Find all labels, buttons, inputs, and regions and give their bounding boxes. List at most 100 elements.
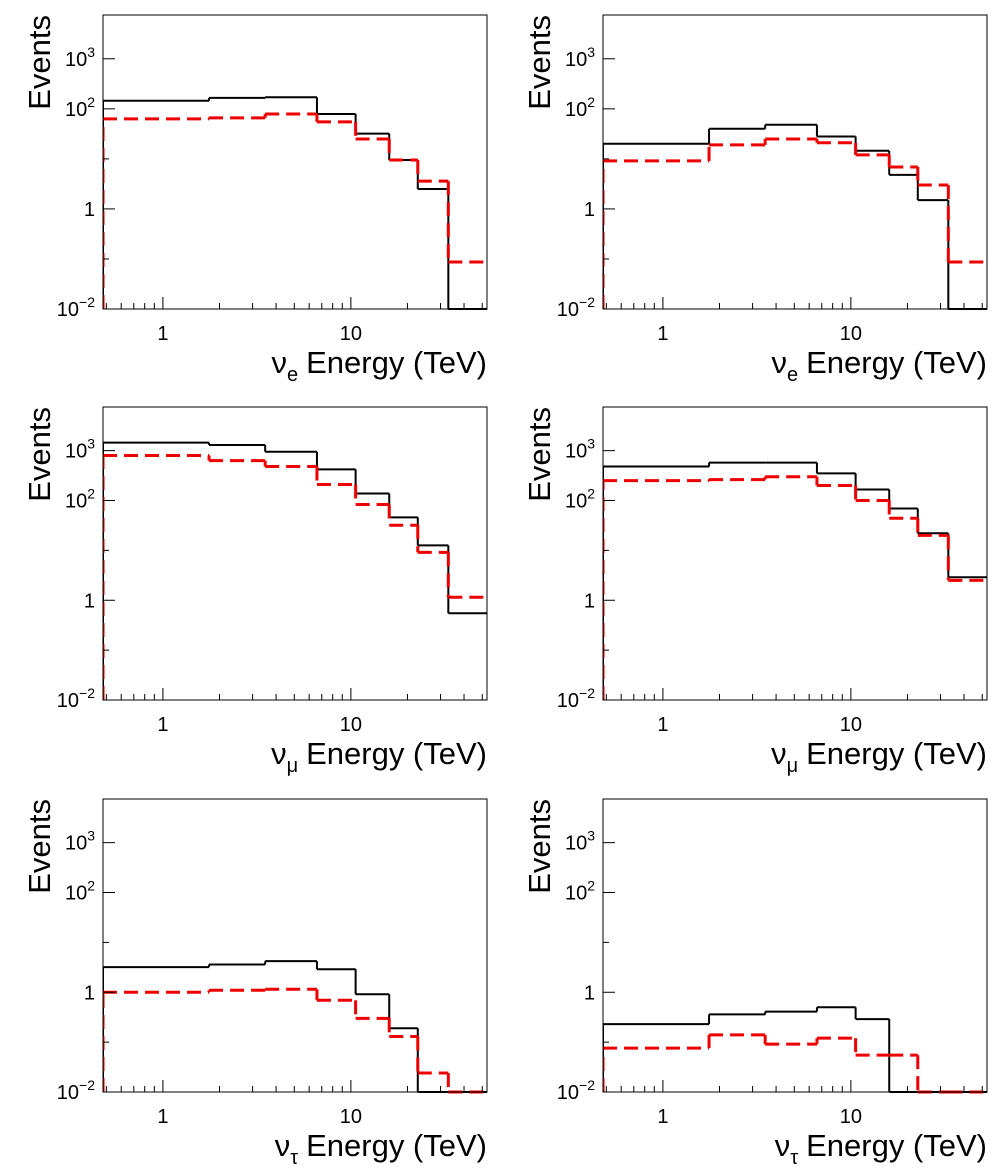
plot-frame (602, 14, 988, 310)
y-tick-exponent: 3 (587, 828, 595, 844)
y-tick-exponent: 2 (87, 94, 95, 110)
y-tick-exponent: −2 (79, 1077, 95, 1093)
histogram-series (603, 461, 987, 700)
plot-frame (102, 406, 488, 701)
histogram-series (603, 123, 987, 310)
y-tick-base: 1 (584, 590, 595, 612)
y-tick-base: 10 (65, 441, 87, 463)
y-tick-exponent: 3 (87, 436, 95, 452)
x-axis-label: ντ Energy (TeV) (275, 1128, 487, 1169)
x-tick-label: 10 (840, 1106, 862, 1128)
x-label-text: Energy (TeV) (306, 1128, 487, 1163)
x-label-symbol: ν (271, 345, 287, 380)
x-tick-label: 10 (340, 714, 362, 736)
y-tick-label: 10−2 (557, 294, 595, 321)
x-tick-label: 10 (840, 323, 862, 345)
y-tick-base: 10 (65, 883, 87, 905)
y-tick-base: 1 (584, 199, 595, 221)
x-tick-label: 1 (657, 1106, 668, 1128)
y-tick-base: 10 (65, 491, 87, 513)
y-tick-exponent: −2 (79, 294, 95, 310)
y-tick-label: 1 (584, 590, 595, 612)
y-axis-label: Events (22, 407, 57, 502)
y-tick-base: 10 (557, 299, 579, 321)
y-tick-exponent: 3 (87, 828, 95, 844)
y-tick-label: 103 (65, 44, 95, 71)
y-tick-label: 1 (584, 199, 595, 221)
plot-frame (102, 798, 488, 1093)
y-tick-label: 1 (84, 199, 95, 221)
histogram-series (603, 1006, 987, 1093)
plot-frame (602, 406, 988, 701)
histogram-series (603, 1033, 987, 1094)
y-axis-label: Events (22, 799, 57, 894)
y-tick-label: 102 (65, 94, 95, 121)
x-label-symbol: ν (771, 736, 787, 771)
x-label-text: Energy (TeV) (806, 1128, 987, 1163)
y-tick-label: 103 (565, 436, 595, 463)
x-label-subscript: μ (287, 755, 299, 777)
y-tick-label: 102 (65, 486, 95, 513)
y-tick-exponent: −2 (79, 685, 95, 701)
y-tick-label: 103 (65, 436, 95, 463)
x-tick-label: 1 (157, 1106, 168, 1128)
y-tick-label: 10−2 (57, 294, 95, 321)
y-tick-base: 10 (565, 833, 587, 855)
histogram-series (103, 441, 487, 700)
y-tick-label: 10−2 (57, 1077, 95, 1104)
y-tick-exponent: 2 (87, 486, 95, 502)
x-axis-label: νμ Energy (TeV) (771, 736, 987, 777)
histogram-series (103, 453, 487, 700)
y-tick-base: 10 (65, 833, 87, 855)
y-axis-label: Events (522, 15, 557, 110)
histogram-series (103, 96, 487, 310)
y-tick-exponent: −2 (579, 1077, 595, 1093)
y-tick-base: 10 (65, 99, 87, 121)
y-axis-label: Events (22, 15, 57, 110)
x-tick-label: 10 (340, 323, 362, 345)
x-label-subscript: τ (290, 1147, 298, 1169)
y-tick-base: 1 (84, 199, 95, 221)
y-tick-base: 10 (565, 883, 587, 905)
y-tick-label: 102 (565, 486, 595, 513)
x-tick-label: 1 (657, 323, 668, 345)
y-tick-base: 10 (565, 49, 587, 71)
y-tick-base: 10 (565, 491, 587, 513)
y-axis-label: Events (522, 799, 557, 894)
y-tick-exponent: −2 (579, 685, 595, 701)
x-label-subscript: e (787, 364, 798, 386)
x-tick-label: 10 (840, 714, 862, 736)
x-axis-label: νμ Energy (TeV) (271, 736, 487, 777)
x-label-text: Energy (TeV) (306, 345, 487, 380)
x-label-subscript: e (287, 364, 298, 386)
y-tick-label: 1 (584, 982, 595, 1004)
y-tick-label: 103 (565, 828, 595, 855)
y-tick-exponent: 2 (87, 878, 95, 894)
y-tick-label: 102 (565, 94, 595, 121)
y-tick-base: 10 (57, 299, 79, 321)
y-tick-base: 10 (57, 1082, 79, 1104)
y-axis-label: Events (522, 407, 557, 502)
x-axis-label: νe Energy (TeV) (771, 345, 987, 386)
y-tick-base: 10 (57, 690, 79, 712)
x-axis-label: νe Energy (TeV) (271, 345, 487, 386)
y-tick-label: 10−2 (557, 1077, 595, 1104)
histogram-series (103, 112, 487, 309)
y-tick-label: 1 (84, 982, 95, 1004)
x-axis-label: ντ Energy (TeV) (775, 1128, 987, 1169)
y-tick-base: 1 (84, 982, 95, 1004)
y-tick-label: 1 (84, 590, 95, 612)
plot-frame (602, 798, 988, 1093)
x-tick-label: 1 (657, 714, 668, 736)
x-label-symbol: ν (275, 1128, 291, 1163)
y-tick-label: 10−2 (557, 685, 595, 712)
y-tick-exponent: 2 (587, 94, 595, 110)
x-label-text: Energy (TeV) (806, 345, 987, 380)
y-tick-base: 10 (557, 690, 579, 712)
x-label-symbol: ν (775, 1128, 791, 1163)
